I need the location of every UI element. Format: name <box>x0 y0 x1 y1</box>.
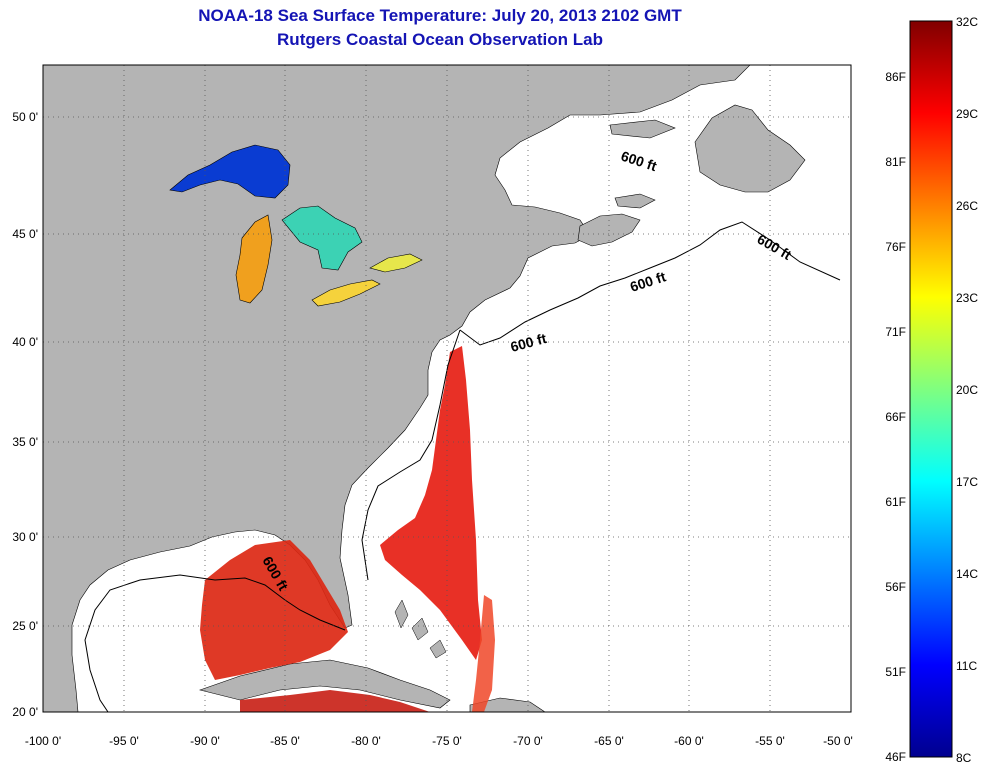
lake-huron <box>281 205 363 271</box>
lat-tick-label: 45 0' <box>12 227 38 241</box>
lake-superior <box>169 144 291 199</box>
lake-michigan <box>235 214 273 304</box>
sst-gulf-stream <box>380 346 482 660</box>
colorbar-fahrenheit-labels: 86F 81F 76F 71F 66F 61F 56F 51F 46F <box>885 70 906 764</box>
colorbar-c-label: 14C <box>956 567 978 581</box>
gulf-island-2 <box>609 119 676 139</box>
lake-erie <box>311 279 381 307</box>
colorbar-f-label: 81F <box>885 155 906 169</box>
colorbar-f-label: 46F <box>885 750 906 764</box>
lon-tick-label: -50 0' <box>823 734 853 748</box>
colorbar-f-label: 61F <box>885 495 906 509</box>
colorbar <box>909 20 953 758</box>
cuba <box>198 659 451 709</box>
colorbar-c-label: 23C <box>956 291 978 305</box>
lat-tick-label: 30 0' <box>12 530 38 544</box>
colorbar-c-label: 29C <box>956 107 978 121</box>
lon-tick-label: -65 0' <box>594 734 624 748</box>
depth-contour-600ft <box>84 221 841 712</box>
lon-tick-label: -60 0' <box>674 734 704 748</box>
sst-swath-outer <box>472 595 495 712</box>
colorbar-f-label: 56F <box>885 580 906 594</box>
lat-tick-label: 50 0' <box>12 110 38 124</box>
gulf-island <box>614 193 656 209</box>
colorbar-c-label: 11C <box>956 659 977 673</box>
colorbar-f-label: 51F <box>885 665 906 679</box>
lat-tick-label: 40 0' <box>12 335 38 349</box>
colorbar-c-label: 26C <box>956 199 978 213</box>
lon-tick-label: -90 0' <box>190 734 220 748</box>
colorbar-c-label: 8C <box>956 751 972 765</box>
colorbar-f-label: 71F <box>885 325 906 339</box>
lon-tick-label: -85 0' <box>270 734 300 748</box>
map-title: NOAA-18 Sea Surface Temperature: July 20… <box>198 6 682 25</box>
land-mass <box>43 65 751 712</box>
lat-tick-label: 35 0' <box>12 435 38 449</box>
hispaniola <box>469 697 546 712</box>
lon-tick-label: -95 0' <box>109 734 139 748</box>
lat-tick-label: 25 0' <box>12 619 38 633</box>
lat-axis: 50 0' 45 0' 40 0' 35 0' 30 0' 25 0' 20 0… <box>12 110 38 719</box>
colorbar-c-label: 32C <box>956 15 978 29</box>
colorbar-f-label: 66F <box>885 410 906 424</box>
lon-tick-label: -100 0' <box>25 734 61 748</box>
lon-axis: -100 0' -95 0' -90 0' -85 0' -80 0' -75 … <box>25 734 853 748</box>
newfoundland <box>694 104 806 193</box>
lat-tick-label: 20 0' <box>12 705 38 719</box>
colorbar-c-label: 17C <box>956 475 978 489</box>
colorbar-celsius-labels: 32C 29C 26C 23C 20C 17C 14C 11C 8C <box>956 15 978 765</box>
lon-tick-label: -75 0' <box>432 734 462 748</box>
colorbar-f-label: 76F <box>885 240 906 254</box>
bahamas <box>394 599 447 659</box>
sst-gulf-mexico <box>200 540 348 680</box>
colorbar-c-label: 20C <box>956 383 978 397</box>
lon-tick-label: -55 0' <box>755 734 785 748</box>
lon-tick-label: -70 0' <box>513 734 543 748</box>
lon-tick-label: -80 0' <box>351 734 381 748</box>
sst-caribbean <box>240 690 430 712</box>
colorbar-f-label: 86F <box>885 70 906 84</box>
map-subtitle: Rutgers Coastal Ocean Observation Lab <box>277 30 603 49</box>
lake-ontario <box>369 253 423 273</box>
